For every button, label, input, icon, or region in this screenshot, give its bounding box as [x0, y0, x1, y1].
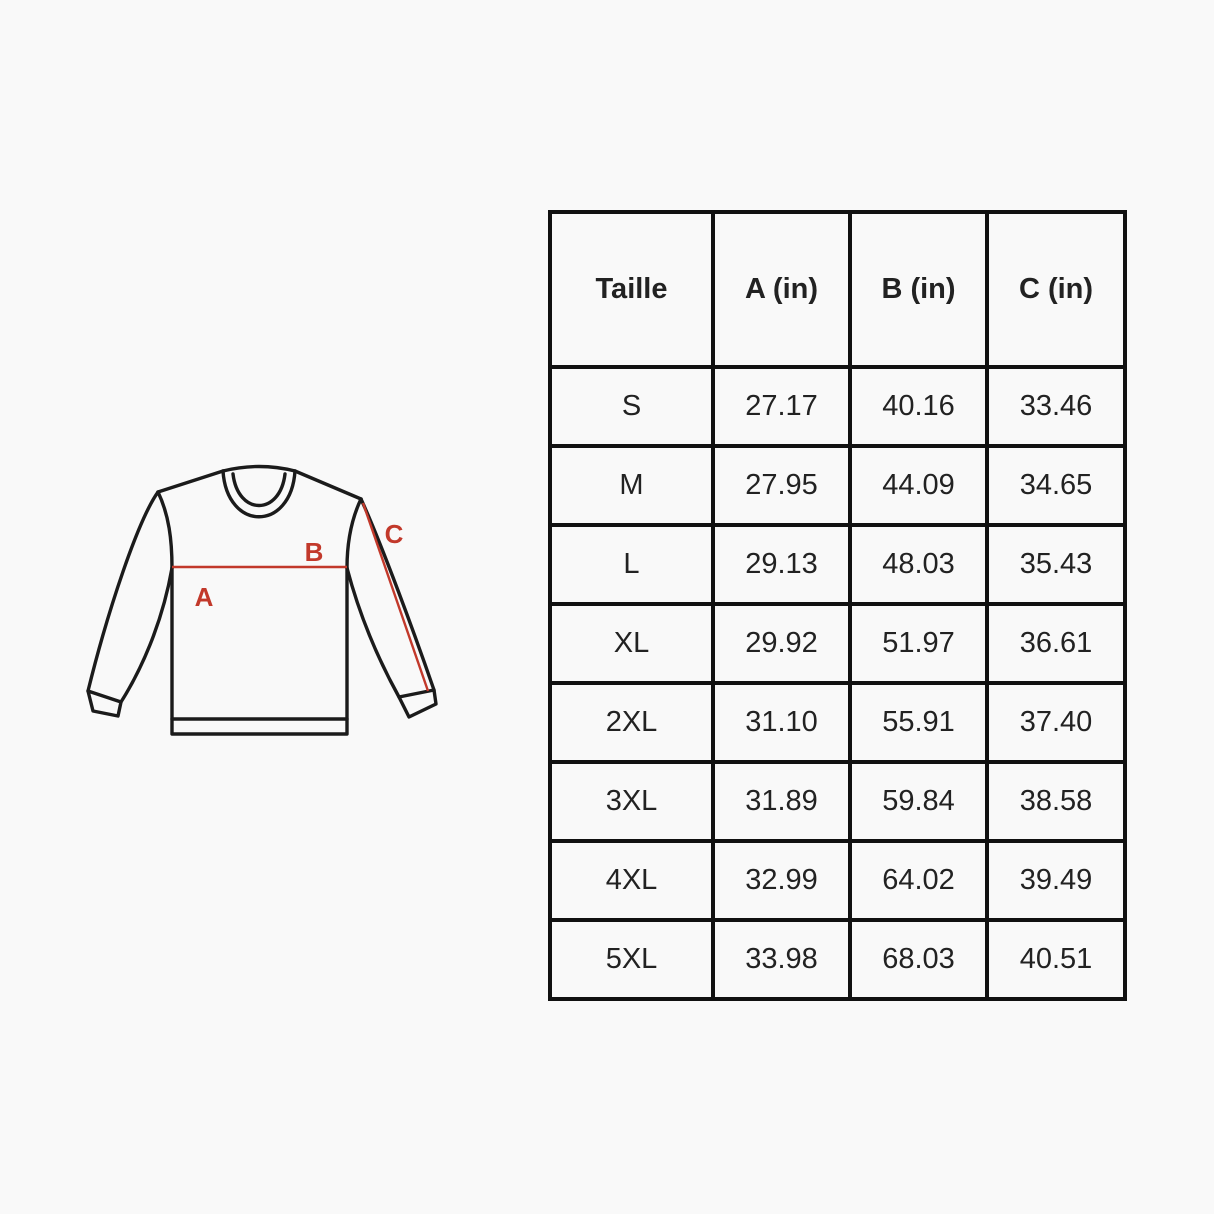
measure-line-c-sleeve: [361, 502, 430, 692]
table-row-3xl: 3XL 31.89 59.84 38.58: [548, 760, 1127, 843]
size-cell: 3XL: [548, 760, 715, 843]
size-table: Taille A (in) B (in) C (in) S 27.17 40.1…: [548, 210, 1127, 1001]
measure-c-cell: 40.51: [985, 918, 1127, 1001]
measure-label-b: B: [305, 537, 324, 567]
size-cell: 2XL: [548, 681, 715, 764]
header-c-in: C (in): [985, 210, 1127, 369]
measure-a-cell: 29.92: [711, 602, 852, 685]
measure-label-a: A: [195, 582, 214, 612]
measure-b-cell: 48.03: [848, 523, 989, 606]
right-cuff: [397, 688, 438, 719]
body-outline: [170, 566, 349, 736]
table-header-row: Taille A (in) B (in) C (in): [548, 210, 1127, 369]
table-row-5xl: 5XL 33.98 68.03 40.51: [548, 918, 1127, 1001]
left-cuff: [86, 689, 123, 718]
measure-c-cell: 36.61: [985, 602, 1127, 685]
size-cell: XL: [548, 602, 715, 685]
measure-c-cell: 33.46: [985, 365, 1127, 448]
sweatshirt-diagram: A B C: [86, 464, 438, 736]
measure-a-cell: 27.95: [711, 444, 852, 527]
measure-b-cell: 40.16: [848, 365, 989, 448]
left-shoulder-line: [156, 469, 225, 494]
measure-b-cell: 44.09: [848, 444, 989, 527]
table-row-xl: XL 29.92 51.97 36.61: [548, 602, 1127, 685]
size-cell: L: [548, 523, 715, 606]
measure-b-cell: 68.03: [848, 918, 989, 1001]
size-cell: 5XL: [548, 918, 715, 1001]
measure-b-cell: 64.02: [848, 839, 989, 922]
left-armhole-seam: [156, 490, 174, 570]
size-cell: M: [548, 444, 715, 527]
right-shoulder-line: [293, 469, 363, 501]
collar-back-line: [221, 464, 297, 473]
measure-a-cell: 33.98: [711, 918, 852, 1001]
measure-c-cell: 38.58: [985, 760, 1127, 843]
collar-outer-arc: [221, 469, 297, 519]
measure-a-cell: 31.10: [711, 681, 852, 764]
measure-b-cell: 51.97: [848, 602, 989, 685]
measure-b-cell: 55.91: [848, 681, 989, 764]
header-taille: Taille: [548, 210, 715, 369]
left-sleeve-inner-edge: [119, 566, 174, 704]
measure-c-cell: 34.65: [985, 444, 1127, 527]
measure-label-c: C: [385, 519, 404, 549]
measure-a-cell: 27.17: [711, 365, 852, 448]
table-row-2xl: 2XL 31.10 55.91 37.40: [548, 681, 1127, 764]
measure-a-cell: 31.89: [711, 760, 852, 843]
measure-a-cell: 32.99: [711, 839, 852, 922]
table-row-4xl: 4XL 32.99 64.02 39.49: [548, 839, 1127, 922]
measure-c-cell: 37.40: [985, 681, 1127, 764]
right-armhole-seam: [345, 497, 363, 570]
measure-c-cell: 39.49: [985, 839, 1127, 922]
measure-c-cell: 35.43: [985, 523, 1127, 606]
header-b-in: B (in): [848, 210, 989, 369]
table-row-l: L 29.13 48.03 35.43: [548, 523, 1127, 606]
left-sleeve-outer-edge: [86, 490, 160, 693]
table-row-m: M 27.95 44.09 34.65: [548, 444, 1127, 527]
measure-a-cell: 29.13: [711, 523, 852, 606]
size-cell: S: [548, 365, 715, 448]
measure-b-cell: 59.84: [848, 760, 989, 843]
right-sleeve-inner-edge: [345, 566, 401, 699]
size-cell: 4XL: [548, 839, 715, 922]
table-row-s: S 27.17 40.16 33.46: [548, 365, 1127, 448]
header-a-in: A (in): [711, 210, 852, 369]
collar-inner-arc: [231, 472, 287, 508]
